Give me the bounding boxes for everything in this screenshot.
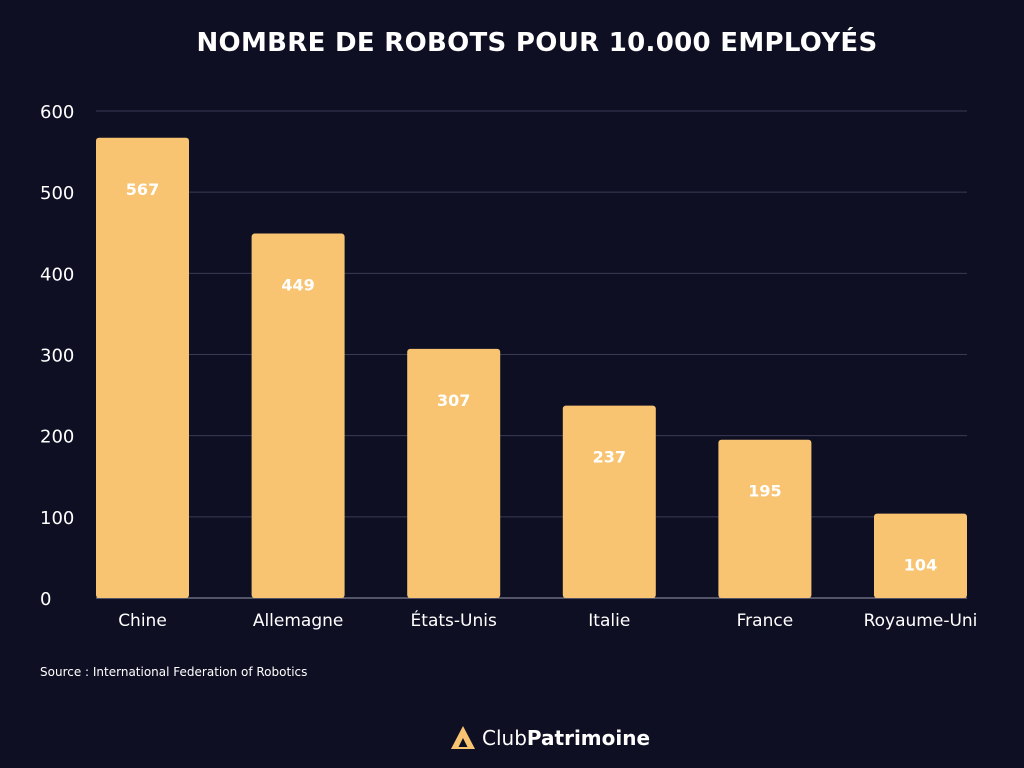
x-tick-label: Royaume-Uni xyxy=(864,611,978,631)
y-tick-label: 500 xyxy=(40,183,74,204)
bar xyxy=(407,348,501,598)
y-tick-label: 400 xyxy=(40,264,74,285)
data-label: 195 xyxy=(748,482,781,501)
triangle-logo-icon xyxy=(451,726,475,749)
y-tick-label: 300 xyxy=(40,346,74,367)
y-tick-label: 0 xyxy=(40,589,51,610)
data-label: 104 xyxy=(904,556,937,575)
brand-name: ClubPatrimoine xyxy=(482,726,650,750)
x-tick-label: États-Unis xyxy=(411,609,497,631)
y-tick-label: 100 xyxy=(40,508,74,529)
data-label: 307 xyxy=(437,391,470,410)
data-label: 237 xyxy=(593,448,626,467)
bar xyxy=(562,405,656,598)
bar xyxy=(96,137,189,598)
x-tick-label: France xyxy=(737,611,794,631)
brand-name-bold: Patrimoine xyxy=(526,726,651,750)
y-tick-label: 600 xyxy=(40,102,74,123)
bar-chart: 0 100 200 300 400 500 600 567 Chine 449 Allemagne 3… xyxy=(40,102,978,631)
chart-title: NOMBRE DE ROBOTS POUR 10.000 EMPLOYÉS xyxy=(196,28,878,58)
x-tick-label: Italie xyxy=(588,611,630,631)
x-tick-label: Allemagne xyxy=(253,611,344,631)
bar xyxy=(251,233,345,599)
brand-logo: ClubPatrimoine xyxy=(450,722,650,754)
brand-name-light: Club xyxy=(482,726,527,750)
bar xyxy=(874,513,967,598)
bar xyxy=(718,439,812,598)
data-label: 449 xyxy=(281,276,314,295)
data-label: 567 xyxy=(126,180,159,199)
source-note: Source : International Federation of Rob… xyxy=(40,665,308,679)
x-tick-label: Chine xyxy=(118,611,167,631)
y-tick-label: 200 xyxy=(40,427,74,448)
